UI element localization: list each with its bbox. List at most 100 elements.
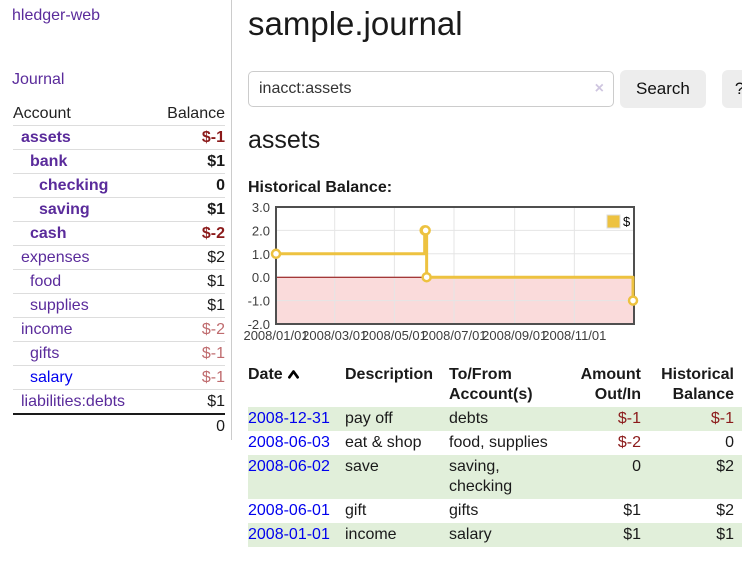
transaction-date-link[interactable]: 2008-06-01 [248,502,330,519]
account-link[interactable]: cash [30,225,67,242]
transaction-description: eat & shop [345,434,422,451]
register-header-balance[interactable]: Historical Balance [661,366,734,403]
account-row: cash $-2 [13,221,225,246]
accounts-total-value: 0 [152,413,225,438]
x-tick-label: 2008/09/01 [482,328,547,343]
account-balance: $-1 [152,341,225,366]
transaction-description: pay off [345,410,393,427]
transaction-accounts: gifts [449,502,479,519]
transaction-accounts: food, supplies [449,434,548,451]
transaction-amount: $-1 [617,410,641,427]
app-title-link[interactable]: hledger-web [12,7,101,24]
transaction-amount: 0 [632,458,641,475]
sidebar-item-journal[interactable]: Journal [12,71,65,88]
account-row: liabilities:debts $1 [13,389,225,414]
account-heading: assets [248,126,321,154]
transaction-date-link[interactable]: 2008-12-31 [248,410,330,427]
transaction-row: 2008-06-02 save saving, checking 0 $2 [248,455,742,499]
account-row: food $1 [13,269,225,294]
account-balance: 0 [152,173,225,198]
search-button[interactable]: Search [620,70,706,108]
x-tick-label: 2008/07/01 [421,328,486,343]
y-tick-label: 0.0 [252,270,270,285]
sort-ascending-icon [287,370,299,379]
transaction-date-link[interactable]: 2008-06-02 [248,458,330,475]
account-link[interactable]: checking [39,177,109,194]
y-tick-label: 3.0 [252,200,270,215]
sidebar: hledger-web Journal Account Balance asse… [0,0,232,440]
transaction-date-link[interactable]: 2008-01-01 [248,526,330,543]
y-tick-label: -1.0 [248,294,270,309]
account-link[interactable]: supplies [30,297,89,314]
account-link[interactable]: expenses [21,249,90,266]
account-balance: $-2 [152,317,225,342]
x-tick-label: 2008/03/01 [302,328,367,343]
clear-search-icon[interactable]: × [594,80,604,97]
account-link[interactable]: saving [39,201,90,218]
account-balance: $-2 [152,221,225,246]
account-row: bank $1 [13,149,225,174]
transaction-row: 2008-01-01 income salary $1 $1 [248,523,742,547]
account-balance: $1 [152,149,225,174]
transaction-balance: $2 [716,458,734,475]
account-balance: $1 [152,389,225,414]
page-title: sample.journal [248,5,463,42]
transaction-date-link[interactable]: 2008-06-03 [248,434,330,451]
account-row: salary $-1 [13,365,225,390]
help-button[interactable]: ? [721,70,742,108]
transaction-balance: $-1 [710,410,734,427]
y-tick-label: 2.0 [252,223,270,238]
search-input-wrap: × [248,70,614,107]
account-balance: $-1 [152,365,225,390]
accounts-table-body: assets $-1 bank $1 checking 0 saving $1 cash $-2 e… [13,125,225,438]
accounts-table: Account Balance assets $-1 bank $1 checking 0… [13,102,225,438]
transaction-balance: $1 [716,526,734,543]
account-balance: $2 [152,245,225,270]
account-balance: $1 [152,293,225,318]
account-row: checking 0 [13,173,225,198]
account-row: saving $1 [13,197,225,222]
transaction-balance: 0 [725,434,734,451]
accounts-total-row: 0 [13,413,225,438]
account-row: expenses $2 [13,245,225,270]
account-row: gifts $-1 [13,341,225,366]
chart-heading: Historical Balance: [248,179,393,196]
transaction-row: 2008-06-03 eat & shop food, supplies $-2 0 [248,431,742,455]
balance-chart-svg: -2.0 -1.0 0.0 1.0 2.0 3.0 2008/01/012008/03/01… [243,200,639,343]
transaction-accounts: saving, checking [449,458,513,495]
account-link[interactable]: income [21,321,73,338]
x-tick-label: 2008/05/01 [362,328,427,343]
legend-swatch [606,214,621,229]
register-header-description[interactable]: Description [345,366,434,383]
y-tick-label: 1.0 [252,247,270,262]
transaction-row: 2008-06-01 gift gifts $1 $2 [248,499,742,523]
data-point [421,271,432,283]
transaction-description: save [345,458,379,475]
account-link[interactable]: food [30,273,62,290]
account-link[interactable]: assets [21,129,71,146]
transaction-description: income [345,526,397,543]
accounts-header-balance: Balance [167,105,225,122]
transaction-amount: $1 [623,526,641,543]
transaction-amount: $-2 [617,434,641,451]
register-header-tofrom[interactable]: To/From Account(s) [449,366,533,403]
account-row: income $-2 [13,317,225,342]
account-link[interactable]: salary [30,369,73,386]
legend-label: $ [623,214,631,229]
search-input[interactable] [248,71,614,107]
x-tick-label: 2008/11/01 [542,328,606,343]
account-balance: $1 [152,197,225,222]
data-point [627,295,639,306]
register-header-date[interactable]: Date [248,363,345,407]
account-link[interactable]: bank [30,153,68,170]
x-tick-label: 2008/01/01 [243,328,308,343]
plot-border [275,206,635,325]
transaction-description: gift [345,502,367,519]
account-balance: $-1 [152,125,225,150]
account-link[interactable]: gifts [30,345,60,362]
register-header-amount[interactable]: Amount Out/In [580,366,641,403]
accounts-header-row: Account Balance [13,102,225,126]
register-header-row: Date Description To/From Account(s) Amou… [248,363,742,407]
account-link[interactable]: liabilities:debts [21,393,126,410]
account-balance: $1 [152,269,225,294]
